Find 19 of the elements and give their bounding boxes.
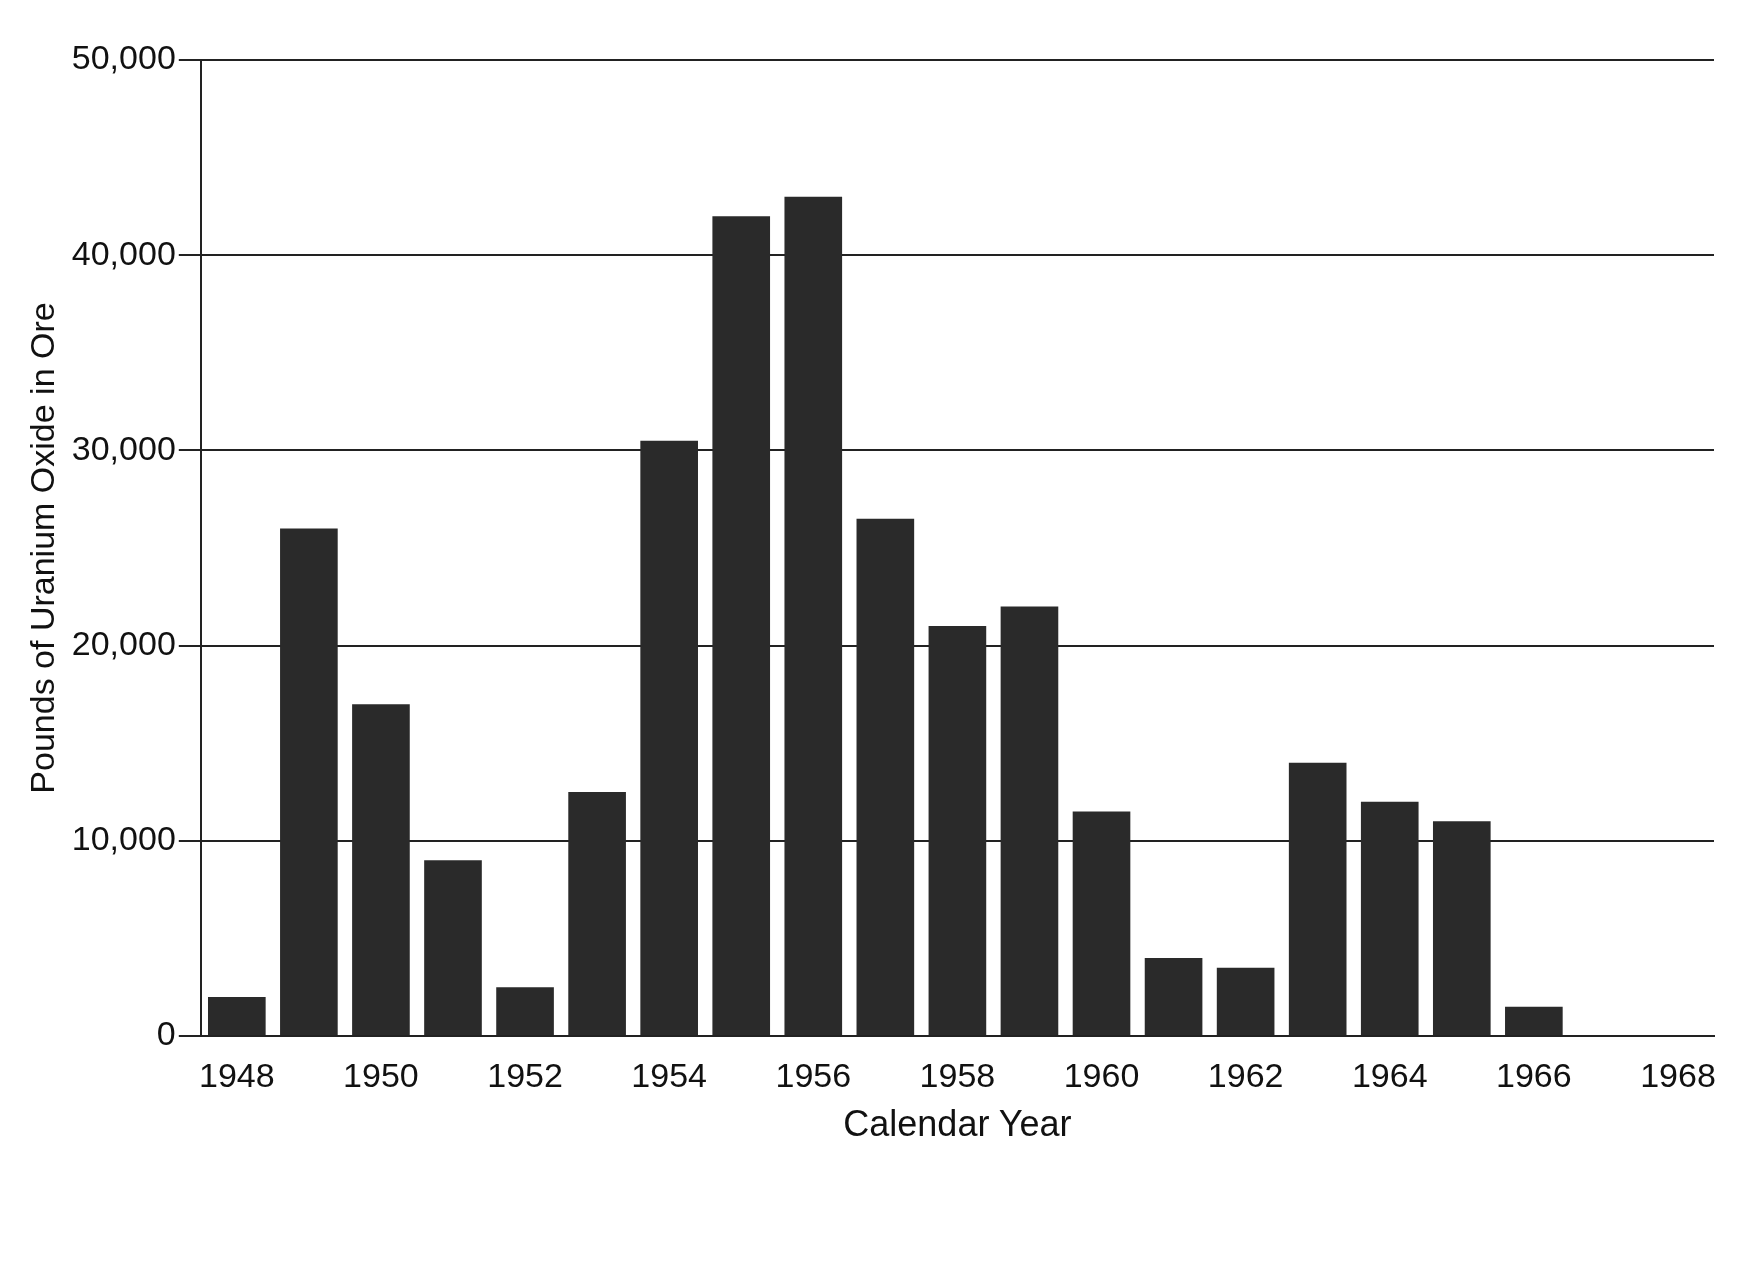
- y-axis-title: Pounds of Uranium Oxide in Ore: [22, 302, 61, 794]
- x-tick-label: 1966: [1496, 1055, 1572, 1094]
- x-axis-title: Calendar Year: [843, 1103, 1072, 1145]
- x-tick-label: 1956: [775, 1055, 852, 1094]
- y-tick-label: 50,000: [71, 38, 176, 77]
- y-tick-label: 30,000: [71, 428, 176, 467]
- x-tick-label: 1948: [199, 1055, 275, 1094]
- y-tick-label: 40,000: [71, 233, 176, 272]
- x-tick-label: 1950: [343, 1055, 419, 1094]
- x-tick-label: 1954: [631, 1055, 707, 1094]
- x-tick-label: 1958: [919, 1055, 996, 1094]
- y-tick-label: 20,000: [71, 623, 176, 662]
- y-tick-label: 10,000: [71, 819, 176, 858]
- x-tick-label: 1964: [1351, 1055, 1428, 1094]
- x-tick-label: 1968: [1640, 1055, 1716, 1094]
- x-tick-label: 1960: [1063, 1055, 1140, 1094]
- x-tick-label: 1952: [487, 1055, 563, 1094]
- x-tick-label: 1962: [1207, 1055, 1284, 1094]
- y-tick-label: 0: [156, 1014, 176, 1053]
